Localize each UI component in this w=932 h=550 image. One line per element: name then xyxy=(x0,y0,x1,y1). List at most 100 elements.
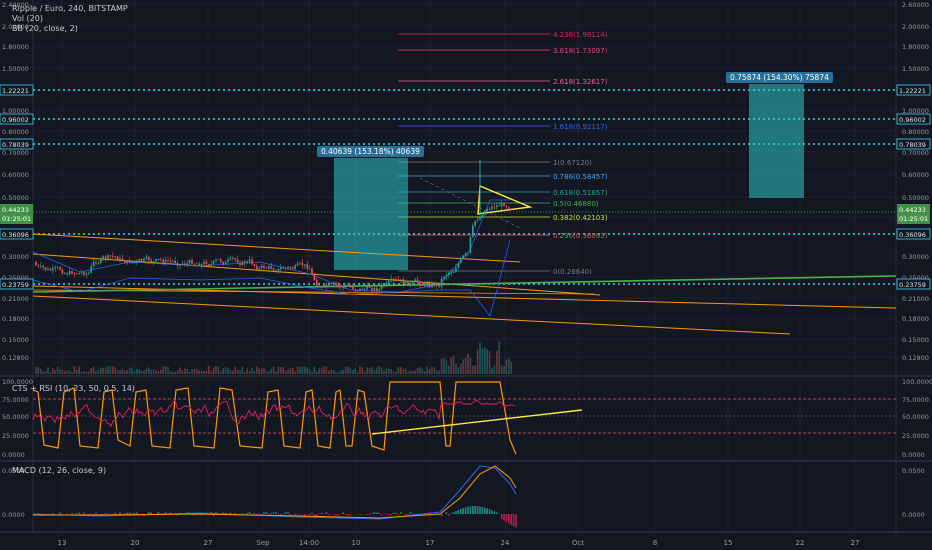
macd-bar xyxy=(66,513,68,514)
volume-bar xyxy=(203,371,205,374)
candle-body xyxy=(316,279,318,286)
candle-body xyxy=(347,286,349,287)
volume-bar xyxy=(208,366,210,374)
macd-bar xyxy=(388,514,390,516)
candle-body xyxy=(236,259,239,263)
volume-bar xyxy=(301,366,304,374)
volume-indicator-label[interactable]: Vol (20) xyxy=(12,14,43,23)
osc-tick-right: 75.0000 xyxy=(902,396,929,404)
volume-bar xyxy=(474,365,476,374)
volume-bar xyxy=(354,368,356,374)
symbol-title[interactable]: Ripple / Euro, 240, BITSTAMP xyxy=(12,4,128,13)
cts-line xyxy=(32,381,517,455)
cts-legend: CTS + RSI (10, 23, 50, 0.5, 14) xyxy=(12,384,135,394)
volume-bar xyxy=(294,371,296,374)
volume-bar xyxy=(491,367,493,374)
candle-body xyxy=(112,255,114,257)
volume-bar xyxy=(390,369,392,374)
candle-body xyxy=(500,202,503,207)
candle-body xyxy=(241,261,244,266)
candle-body xyxy=(508,207,510,209)
candle-body xyxy=(448,272,450,275)
volume-bar xyxy=(272,366,275,374)
time-tick: 15 xyxy=(724,539,733,547)
bollinger-indicator-label[interactable]: BB (20, close, 2) xyxy=(12,24,78,33)
bb-lower xyxy=(32,239,511,317)
volume-bar xyxy=(292,367,294,374)
level-tag-box xyxy=(0,278,34,290)
osc-tick-right: 50.0000 xyxy=(902,413,929,421)
current-price-label: 0.44233 xyxy=(2,206,29,214)
macd-bar xyxy=(95,512,97,514)
candle-body xyxy=(419,281,421,286)
candle-body xyxy=(272,268,275,271)
macd-bar xyxy=(462,508,464,514)
volume-bar xyxy=(172,371,174,374)
time-tick: 14:00 xyxy=(299,539,319,547)
macd-bar xyxy=(493,511,496,514)
fib-level-label: 2.618(1.32617) xyxy=(553,78,608,86)
signal-line xyxy=(33,465,517,519)
macd-bar xyxy=(83,512,85,514)
volume-bar xyxy=(90,368,92,374)
volume-bar xyxy=(472,365,474,374)
cts-indicator-label[interactable]: CTS + RSI (10, 23, 50, 0.5, 14) xyxy=(12,384,135,393)
volume-bar xyxy=(220,371,222,374)
macd-bar xyxy=(71,513,73,514)
macd-bar xyxy=(467,506,469,514)
volume-bar xyxy=(282,367,284,374)
candle-body xyxy=(328,284,330,286)
candle-body xyxy=(169,260,172,262)
volume-bar xyxy=(337,371,340,374)
volume-bar xyxy=(85,371,88,374)
volume-bar xyxy=(80,371,83,374)
volume-bar xyxy=(284,370,287,374)
candle-body xyxy=(479,217,481,220)
macd-bar xyxy=(385,514,388,515)
candle-body xyxy=(306,264,308,269)
macd-bar xyxy=(510,514,512,525)
macd-bar xyxy=(234,513,236,514)
candle-body xyxy=(116,256,119,260)
candle-body xyxy=(493,206,496,208)
volume-bar xyxy=(352,369,354,374)
volume-bar xyxy=(40,368,42,374)
candle-body xyxy=(424,282,426,286)
volume-bar xyxy=(160,369,162,374)
macd-bar xyxy=(124,513,126,514)
volume-bar xyxy=(332,369,335,374)
macd-bar xyxy=(328,514,330,515)
candle-body xyxy=(460,258,462,264)
candle-body xyxy=(61,269,64,274)
volume-bar xyxy=(236,369,239,374)
volume-bar xyxy=(256,366,258,374)
candle-body xyxy=(383,285,385,287)
candle-body xyxy=(469,236,472,253)
macd-bar xyxy=(440,514,443,516)
macd-bar xyxy=(505,514,508,522)
volume-bar xyxy=(157,370,160,374)
macd-indicator-label[interactable]: MACD (12, 26, close, 9) xyxy=(12,466,107,475)
candle-body xyxy=(208,264,210,266)
macd-bar xyxy=(397,514,400,516)
rsi-trend-line xyxy=(371,409,583,435)
volume-bar xyxy=(181,370,184,374)
price-tick-right: 0.60000 xyxy=(902,171,929,179)
macd-bar xyxy=(474,506,476,514)
volume-bar xyxy=(186,369,188,374)
volume-bar xyxy=(330,368,332,374)
macd-bar xyxy=(508,514,510,524)
candle-body xyxy=(287,266,289,269)
macd-bar xyxy=(472,506,474,514)
candle-body xyxy=(220,259,222,262)
macd-bar xyxy=(128,512,131,514)
price-tick-left: 1.80000 xyxy=(2,43,29,51)
candle-body xyxy=(352,286,354,290)
volume-bar xyxy=(476,349,479,374)
macd-bar xyxy=(265,512,268,514)
candle-body xyxy=(443,276,445,279)
macd-bar xyxy=(373,512,376,514)
time-tick: 17 xyxy=(426,539,435,547)
price-tick-right: 2.60000 xyxy=(902,1,929,9)
